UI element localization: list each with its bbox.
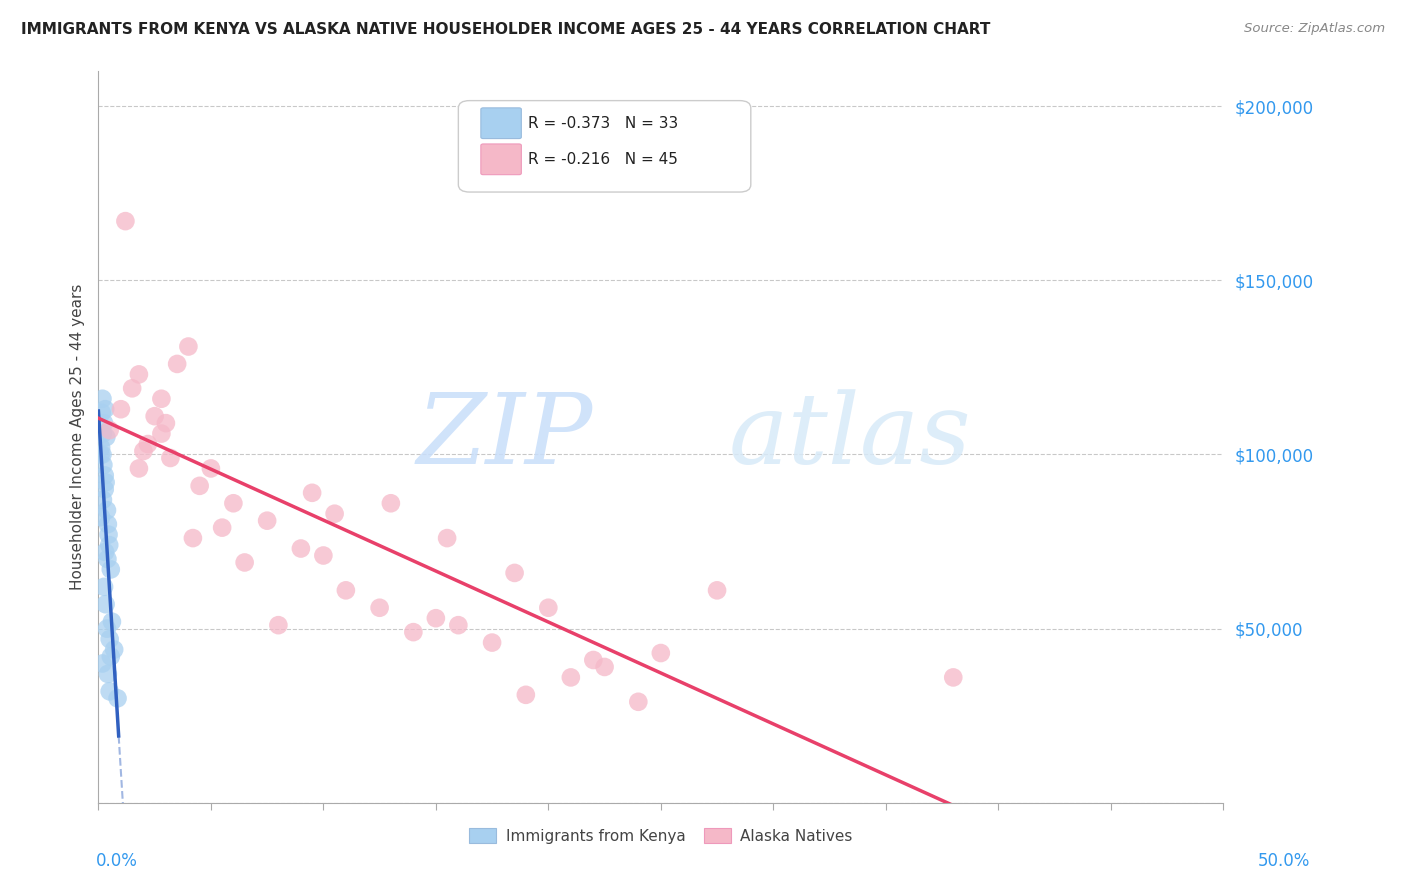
Point xyxy=(447,618,470,632)
Point xyxy=(98,423,121,437)
Point xyxy=(402,625,425,640)
Point xyxy=(91,492,114,507)
Point xyxy=(98,684,121,698)
Point xyxy=(368,600,391,615)
Point xyxy=(181,531,204,545)
Point xyxy=(582,653,605,667)
Point xyxy=(90,510,112,524)
Point xyxy=(627,695,650,709)
Point xyxy=(97,527,120,541)
Point xyxy=(166,357,188,371)
Point xyxy=(100,649,122,664)
Point xyxy=(128,368,150,382)
Point xyxy=(97,667,120,681)
Point xyxy=(200,461,222,475)
Point xyxy=(100,562,122,576)
Point xyxy=(155,416,177,430)
Point xyxy=(211,521,233,535)
Point xyxy=(91,657,114,671)
Legend: Immigrants from Kenya, Alaska Natives: Immigrants from Kenya, Alaska Natives xyxy=(463,822,859,850)
Point xyxy=(114,214,136,228)
Text: 0.0%: 0.0% xyxy=(96,852,138,870)
Point xyxy=(323,507,346,521)
Point xyxy=(503,566,526,580)
Text: R = -0.373   N = 33: R = -0.373 N = 33 xyxy=(529,116,678,131)
Point xyxy=(233,556,256,570)
Point xyxy=(90,441,112,455)
Point xyxy=(93,580,115,594)
Point xyxy=(103,642,125,657)
Point xyxy=(93,416,115,430)
Point xyxy=(537,600,560,615)
FancyBboxPatch shape xyxy=(481,144,522,175)
Point xyxy=(335,583,357,598)
Point xyxy=(98,538,121,552)
Point xyxy=(96,430,118,444)
Point xyxy=(560,670,582,684)
Point xyxy=(107,691,129,706)
FancyBboxPatch shape xyxy=(458,101,751,192)
Point xyxy=(101,615,124,629)
Point xyxy=(96,552,118,566)
Point xyxy=(91,426,114,441)
Point xyxy=(94,402,117,417)
Point xyxy=(93,468,115,483)
FancyBboxPatch shape xyxy=(481,108,522,138)
Point xyxy=(132,444,155,458)
Point xyxy=(650,646,672,660)
Point xyxy=(188,479,211,493)
Point xyxy=(91,448,114,462)
Point xyxy=(222,496,245,510)
Point xyxy=(96,622,118,636)
Point xyxy=(312,549,335,563)
Text: ZIP: ZIP xyxy=(418,390,593,484)
Point xyxy=(706,583,728,598)
Point xyxy=(93,458,115,472)
Point xyxy=(150,426,173,441)
Point xyxy=(380,496,402,510)
Text: IMMIGRANTS FROM KENYA VS ALASKA NATIVE HOUSEHOLDER INCOME AGES 25 - 44 YEARS COR: IMMIGRANTS FROM KENYA VS ALASKA NATIVE H… xyxy=(21,22,990,37)
Point xyxy=(301,485,323,500)
Point xyxy=(267,618,290,632)
Point xyxy=(90,448,112,462)
Y-axis label: Householder Income Ages 25 - 44 years: Householder Income Ages 25 - 44 years xyxy=(69,284,84,591)
Point xyxy=(942,670,965,684)
Point xyxy=(425,611,447,625)
Point xyxy=(177,339,200,353)
Point xyxy=(128,461,150,475)
Point xyxy=(90,406,112,420)
Point xyxy=(159,450,181,465)
Text: 50.0%: 50.0% xyxy=(1258,852,1310,870)
Point xyxy=(110,402,132,417)
Point xyxy=(290,541,312,556)
Point xyxy=(96,503,118,517)
Point xyxy=(256,514,278,528)
Point xyxy=(481,635,503,649)
Text: R = -0.216   N = 45: R = -0.216 N = 45 xyxy=(529,152,678,167)
Point xyxy=(91,392,114,406)
Text: Source: ZipAtlas.com: Source: ZipAtlas.com xyxy=(1244,22,1385,36)
Text: atlas: atlas xyxy=(728,390,972,484)
Point xyxy=(121,381,143,395)
Point xyxy=(136,437,159,451)
Point xyxy=(94,545,117,559)
Point xyxy=(98,632,121,646)
Point xyxy=(515,688,537,702)
Point xyxy=(97,517,120,532)
Point xyxy=(94,597,117,611)
Point xyxy=(150,392,173,406)
Point xyxy=(593,660,616,674)
Point xyxy=(94,475,117,490)
Point xyxy=(143,409,166,424)
Point xyxy=(436,531,458,545)
Point xyxy=(93,483,115,497)
